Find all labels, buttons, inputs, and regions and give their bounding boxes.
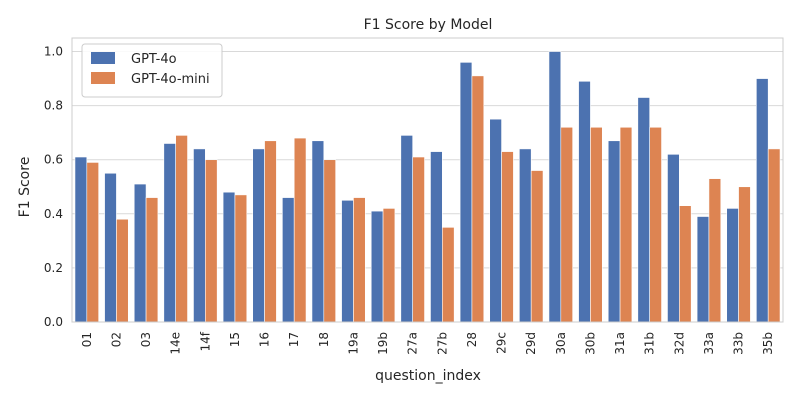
bar-gpt-4o-35b: [756, 78, 769, 323]
y-tick-labels: 0.0 0.2 0.4 0.6 0.8 1.0: [44, 45, 63, 329]
bar-gpt-4o-mini-15: [234, 194, 248, 323]
bar-gpt-4o-16: [252, 148, 265, 323]
x-tick-label: 33a: [702, 332, 716, 355]
x-tick-label: 27a: [406, 332, 420, 355]
x-tick-label: 28: [465, 332, 479, 347]
bar-gpt-4o-19a: [341, 199, 354, 323]
x-tick-label: 31a: [613, 332, 627, 355]
y-tick-label: 1.0: [44, 45, 63, 59]
x-tick-label: 19b: [376, 332, 390, 355]
bar-gpt-4o-18: [311, 140, 325, 323]
y-tick-label: 0.6: [44, 153, 63, 167]
bar-gpt-4o-mini-31b: [649, 126, 662, 323]
legend: GPT-4o GPT-4o-mini: [81, 43, 223, 98]
bar-gpt-4o-mini-03: [145, 197, 159, 323]
bar-gpt-4o-31b: [637, 97, 650, 323]
x-tick-label: 30b: [583, 332, 597, 355]
bar-gpt-4o-mini-33a: [708, 178, 722, 323]
x-tick-label: 18: [317, 332, 331, 347]
bar-gpt-4o-mini-32d: [679, 205, 692, 323]
bar-gpt-4o-31a: [607, 140, 621, 323]
y-axis-label: F1 Score: [17, 157, 33, 218]
x-tick-label: 32d: [672, 332, 686, 355]
x-tick-labels: 01 02 03 14e 14f 15 16 17 18 19a 19b 27a 27b 28 29c 29d…: [80, 331, 775, 355]
bar-gpt-4o-mini-35b: [767, 148, 781, 323]
bar-gpt-4o-33a: [696, 216, 710, 323]
x-tick-label: 30a: [554, 332, 568, 355]
y-tick-label: 0.4: [44, 207, 63, 221]
legend-label-gpt-4o: GPT-4o: [131, 52, 177, 67]
bar-gpt-4o-30a: [548, 51, 562, 323]
x-tick-label: 02: [109, 332, 123, 347]
bar-gpt-4o-28: [459, 62, 473, 323]
chart-title: F1 Score by Model: [364, 17, 493, 33]
y-tick-label: 0.8: [44, 99, 63, 113]
bar-gpt-4o-01: [74, 156, 88, 323]
bar-gpt-4o-mini-18: [323, 159, 336, 323]
bar-gpt-4o-15: [222, 191, 236, 323]
x-tick-label: 16: [258, 332, 272, 347]
bar-gpt-4o-mini-19a: [353, 197, 366, 323]
x-tick-label: 17: [287, 332, 301, 347]
x-tick-label: 14f: [198, 331, 212, 351]
bar-gpt-4o-29c: [489, 118, 502, 323]
bar-gpt-4o-03: [133, 183, 147, 323]
legend-box: [81, 43, 223, 98]
y-tick-label: 0.0: [44, 315, 63, 329]
bar-gpt-4o-mini-28: [471, 75, 485, 323]
legend-label-gpt-4o-mini: GPT-4o-mini: [131, 72, 210, 87]
bar-gpt-4o-mini-14e: [175, 135, 188, 323]
bar-gpt-4o-32d: [667, 154, 680, 323]
legend-swatch-gpt-4o: [91, 52, 115, 64]
bar-gpt-4o-29d: [519, 148, 532, 323]
bar-gpt-4o-33b: [726, 208, 739, 323]
bar-gpt-4o-mini-31a: [619, 126, 633, 323]
bar-gpt-4o-14f: [193, 148, 206, 323]
x-tick-label: 33b: [732, 332, 746, 355]
x-tick-label: 31b: [643, 332, 657, 355]
bar-gpt-4o-17: [282, 197, 295, 323]
bar-gpt-4o-mini-33b: [738, 186, 751, 323]
x-tick-label: 03: [139, 332, 153, 347]
bar-gpt-4o-mini-16: [264, 140, 277, 323]
bar-gpt-4o-mini-02: [116, 218, 129, 323]
x-tick-label: 15: [228, 332, 242, 347]
bar-gpt-4o-mini-29c: [501, 151, 514, 323]
bars: [74, 51, 781, 323]
bar-gpt-4o-30b: [578, 80, 591, 323]
bar-gpt-4o-14e: [163, 143, 176, 323]
x-tick-label: 01: [80, 332, 94, 347]
bar-gpt-4o-02: [104, 172, 117, 323]
bar-gpt-4o-mini-27a: [412, 156, 425, 323]
bar-gpt-4o-mini-14f: [205, 159, 218, 323]
bar-gpt-4o-mini-01: [86, 162, 99, 323]
x-tick-label: 35b: [761, 332, 775, 355]
x-tick-label: 29c: [495, 332, 509, 354]
x-axis-label: question_index: [375, 368, 481, 384]
legend-swatch-gpt-4o-mini: [91, 72, 115, 84]
bar-gpt-4o-mini-30a: [560, 126, 573, 323]
plot-frame: [71, 37, 784, 323]
bar-gpt-4o-mini-19b: [382, 208, 396, 323]
bar-gpt-4o-19b: [370, 210, 384, 323]
y-tick-label: 0.2: [44, 261, 63, 275]
x-tick-label: 27b: [435, 332, 449, 355]
x-tick-label: 14e: [169, 332, 183, 355]
bar-gpt-4o-mini-17: [293, 137, 307, 323]
x-tick-label: 29d: [524, 332, 538, 355]
bar-gpt-4o-27b: [430, 151, 443, 323]
bar-gpt-4o-mini-29d: [530, 170, 544, 323]
x-tick-label: 19a: [346, 332, 360, 355]
bar-gpt-4o-27a: [400, 135, 413, 323]
bar-gpt-4o-mini-30b: [590, 126, 603, 323]
bar-gpt-4o-mini-27b: [442, 227, 455, 323]
